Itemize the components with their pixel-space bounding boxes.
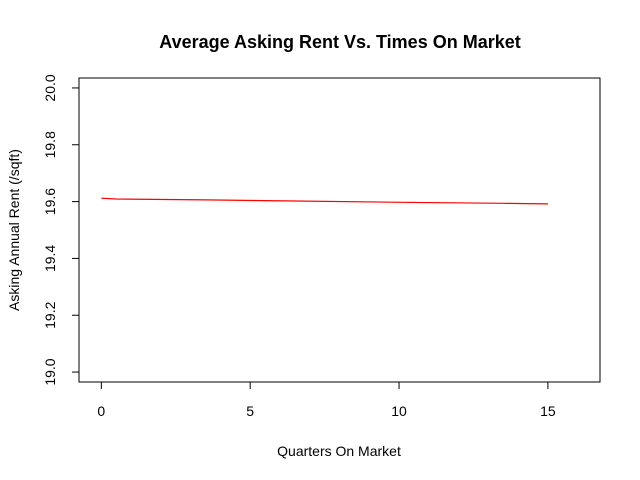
x-axis-label: Quarters On Market: [277, 443, 401, 459]
x-tick-label: 15: [540, 403, 556, 419]
y-tick-label: 19.6: [42, 188, 58, 215]
y-tick-label: 19.0: [42, 358, 58, 385]
series-line: [101, 197, 548, 205]
series-layer: [101, 197, 548, 205]
chart-title: Average Asking Rent Vs. Times On Market: [159, 32, 520, 52]
x-tick-label: 0: [97, 403, 105, 419]
y-tick-label: 19.4: [42, 245, 58, 272]
y-tick-label: 19.2: [42, 301, 58, 328]
y-axis: 19.0 19.2 19.4 19.6 19.8 20.0: [42, 74, 80, 386]
y-tick-label: 19.8: [42, 131, 58, 158]
x-tick-label: 10: [391, 403, 407, 419]
y-axis-label: Asking Annual Rent (/sqft): [6, 149, 22, 311]
plot-frame: [78, 77, 601, 383]
x-tick-label: 5: [246, 403, 254, 419]
y-tick-label: 20.0: [42, 74, 58, 101]
x-axis: 0 5 10 15: [97, 381, 556, 419]
